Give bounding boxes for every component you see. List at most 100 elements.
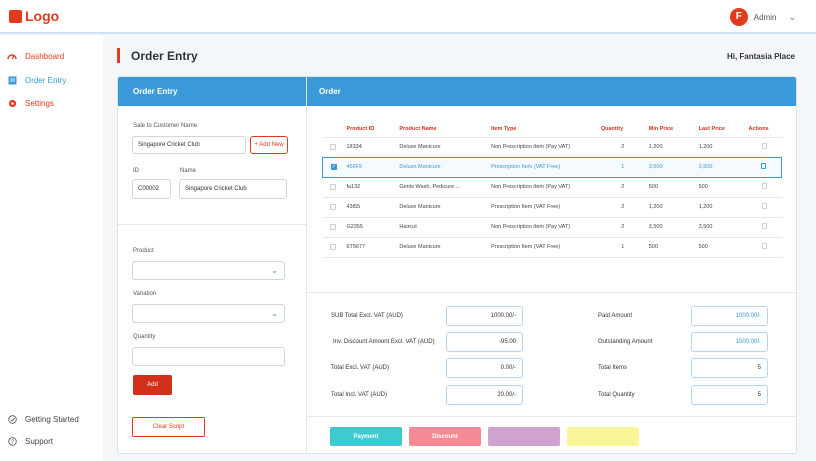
total-excl-label: Total Excl. VAT (AUD): [331, 365, 390, 371]
purple-action-button[interactable]: [488, 427, 560, 446]
min-price-cell: 1,200: [646, 136, 697, 157]
row-checkbox[interactable]: [330, 203, 337, 210]
product-name-cell: Deluxe Manicure: [397, 136, 490, 157]
row-checkbox-checked[interactable]: ✓: [330, 163, 337, 170]
sidebar-item-label: Dashboard: [25, 51, 65, 61]
panel-divider: [306, 77, 307, 453]
column-header: Last Price: [698, 125, 725, 132]
product-label: Product: [133, 248, 154, 254]
last-price-cell: 500: [696, 176, 747, 197]
quantity-cell: 2: [598, 136, 647, 157]
last-price-cell: 1,200: [696, 196, 747, 217]
trash-icon[interactable]: [761, 243, 767, 249]
total-items-field[interactable]: 5: [691, 358, 768, 378]
customer-label: Sale to Customer Name: [133, 123, 198, 129]
total-excl-field[interactable]: 0.00/-: [446, 358, 523, 378]
total-quantity-field[interactable]: 5: [691, 385, 768, 405]
item-type-cell: Non Prescription Item (Pay VAT): [489, 176, 599, 197]
min-price-cell: 1,200: [646, 196, 697, 217]
top-bar: Logo F Admin ⌄: [0, 0, 816, 34]
quantity-cell: 2: [598, 196, 647, 217]
min-price-cell: 500: [646, 176, 697, 197]
order-entry-card: Order Entry Order Sale to Customer Name …: [117, 76, 797, 454]
sidebar-item-settings[interactable]: Settings: [7, 98, 54, 108]
total-incl-field[interactable]: 20.00/-: [446, 385, 523, 405]
product-name-cell: Haircut: [397, 216, 490, 237]
product-id-cell: fa132: [344, 176, 398, 197]
total-incl-label: Total Incl. VAT (AUD): [331, 392, 388, 398]
product-select[interactable]: ⌄: [132, 261, 285, 280]
product-id-cell: 6T5677: [344, 236, 398, 258]
table-row[interactable]: 6T5677 Deluxe Manicure Prescription Item…: [322, 236, 782, 258]
clear-script-button[interactable]: Clear Script: [132, 417, 205, 437]
table-row[interactable]: 18334 Deluxe Manicure Non Prescription I…: [322, 136, 782, 157]
column-header: Product ID: [346, 125, 375, 132]
discount-label: Inv. Discount Amount Excl. VAT (AUD): [333, 339, 435, 345]
name-field[interactable]: Singapore Cricket Club: [179, 179, 287, 199]
sidebar-item-label: Settings: [25, 98, 54, 108]
product-name-cell: Deluxe Manicure: [397, 196, 490, 217]
logo[interactable]: Logo: [9, 8, 59, 24]
sidebar-item-getting-started[interactable]: Getting Started: [7, 414, 79, 424]
trash-icon[interactable]: [761, 223, 767, 229]
column-header: Quantity: [600, 125, 624, 132]
column-header: Product Name: [399, 125, 437, 132]
sidebar-item-dashboard[interactable]: Dashboard: [7, 51, 64, 61]
quantity-cell: 2: [598, 176, 647, 197]
user-menu[interactable]: F Admin ⌄: [729, 8, 796, 26]
item-type-cell: Prescription Item (VAT Free): [489, 156, 599, 178]
variation-select[interactable]: ⌄: [132, 304, 285, 323]
trash-icon[interactable]: [761, 183, 767, 189]
row-checkbox[interactable]: [330, 183, 337, 190]
table-row[interactable]: fa132 Gents Wash, Pedicure ... Non Presc…: [322, 176, 782, 197]
discount-button[interactable]: Discount: [409, 427, 481, 446]
product-name-cell: Deluxe Manicure: [397, 156, 490, 178]
quantity-input[interactable]: [132, 347, 285, 366]
id-label: ID: [133, 168, 139, 174]
product-name-cell: Gents Wash, Pedicure ...: [397, 176, 490, 197]
table-row[interactable]: G2355 Haircut Non Prescription Item (Pay…: [322, 216, 782, 237]
name-label: Name: [180, 168, 197, 174]
trash-icon[interactable]: [761, 143, 767, 149]
sidebar-item-label: Order Entry: [25, 75, 67, 85]
product-id-cell: G2355: [344, 216, 398, 237]
row-checkbox[interactable]: [330, 143, 337, 150]
outstanding-field[interactable]: 1000.00/-: [691, 332, 768, 352]
table-row-selected[interactable]: ✓ 456F5 Deluxe Manicure Prescription Ite…: [322, 156, 782, 178]
discount-field[interactable]: -95.00: [446, 332, 523, 352]
trash-icon[interactable]: [761, 163, 767, 169]
outstanding-label: Outstanding Amount: [598, 339, 653, 345]
subtotal-field[interactable]: 1000.00/-: [446, 306, 523, 326]
trash-icon[interactable]: [761, 203, 767, 209]
paid-amount-field[interactable]: 1000.00/-: [691, 306, 768, 326]
item-type-cell: Prescription Item (VAT Free): [489, 236, 599, 258]
gauge-icon: [7, 51, 17, 61]
card-header: Order Entry Order: [118, 77, 796, 106]
last-price-cell: 1,200: [696, 136, 747, 157]
order-panel-title: Order: [319, 87, 341, 96]
greeting: Hi, Fantasia Place: [726, 52, 795, 61]
checkbox-column-header: [323, 121, 345, 137]
help-circle-icon: ?: [7, 436, 17, 446]
gear-icon: [7, 98, 17, 108]
customer-name-field[interactable]: Singapore Cricket Club: [132, 136, 246, 154]
row-checkbox[interactable]: [330, 243, 337, 250]
user-name: Admin: [753, 12, 777, 22]
payment-button[interactable]: Payment: [330, 427, 402, 446]
sidebar-item-order-entry[interactable]: Order Entry: [7, 75, 66, 85]
table-row[interactable]: 43t55 Deluxe Manicure Prescription Item …: [322, 196, 782, 217]
add-button[interactable]: Add: [133, 375, 172, 395]
order-entry-icon: [7, 75, 17, 85]
product-id-cell: 18334: [344, 136, 398, 157]
quantity-label: Quantity: [133, 334, 156, 340]
sidebar-item-support[interactable]: ? Support: [7, 436, 53, 446]
quantity-cell: 1: [598, 156, 647, 178]
yellow-action-button[interactable]: [567, 427, 639, 446]
row-checkbox[interactable]: [330, 223, 337, 230]
last-price-cell: 3,500: [696, 216, 747, 237]
chevron-down-icon[interactable]: ⌄: [788, 11, 796, 22]
id-field[interactable]: C00002: [132, 179, 171, 199]
add-new-button[interactable]: + Add New: [250, 136, 288, 154]
chevron-down-icon: ⌄: [271, 266, 278, 275]
svg-text:?: ?: [10, 439, 13, 445]
